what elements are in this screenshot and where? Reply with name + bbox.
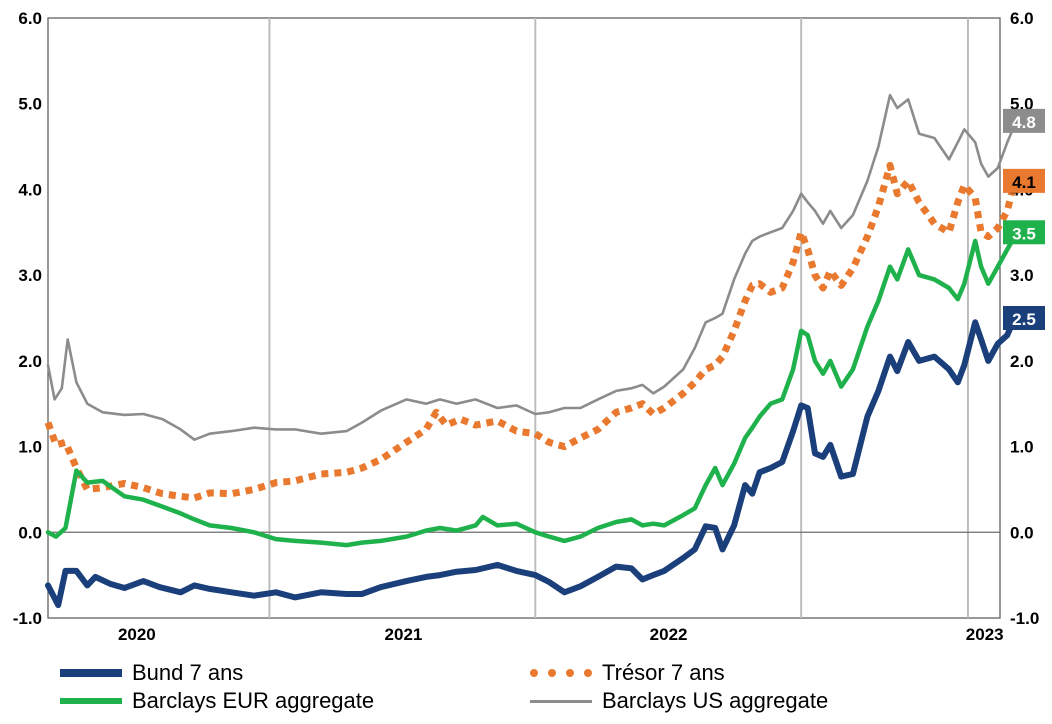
legend: Bund 7 ans Trésor 7 ans Barclays EUR agg… bbox=[0, 650, 1052, 724]
legend-item-us: Barclays US aggregate bbox=[530, 688, 828, 714]
legend-swatch-eur bbox=[60, 698, 122, 704]
end-label-text: 4.1 bbox=[1012, 173, 1036, 192]
y-tick-label-left: -1.0 bbox=[13, 609, 42, 628]
legend-label-eur: Barclays EUR aggregate bbox=[132, 688, 375, 713]
end-label-box bbox=[1003, 306, 1045, 330]
legend-swatch-us bbox=[530, 699, 592, 703]
y-axis-left: 6.0 5.0 4.0 3.0 2.0 1.0 0.0 -1.0 bbox=[13, 9, 42, 628]
y-tick-label-left: 6.0 bbox=[18, 9, 42, 28]
end-label-2: 3.5 bbox=[1003, 220, 1045, 245]
end-label-0: 2.5 bbox=[1003, 306, 1045, 330]
end-label-box bbox=[1003, 168, 1045, 193]
y-tick-label-left: 1.0 bbox=[18, 438, 42, 457]
legend-label-bund: Bund 7 ans bbox=[132, 660, 244, 685]
legend-swatch-bund bbox=[60, 669, 122, 677]
y-tick-label-left: 2.0 bbox=[18, 352, 42, 371]
y-tick-label-right: 3.0 bbox=[1010, 266, 1034, 285]
series-line-1 bbox=[44, 161, 1019, 502]
y-tick-label-left: 4.0 bbox=[18, 180, 42, 199]
plot-border bbox=[47, 17, 1001, 619]
x-axis: 2020 2021 2022 2023 bbox=[118, 625, 1004, 644]
y-tick-label-right: -1.0 bbox=[1010, 609, 1039, 628]
legend-label-tresor: Trésor 7 ans bbox=[602, 660, 725, 685]
y-tick-label-left: 0.0 bbox=[18, 523, 42, 542]
legend-label-us: Barclays US aggregate bbox=[602, 688, 829, 713]
y-tick-label-right: 1.0 bbox=[1010, 438, 1034, 457]
legend-swatch-tresor bbox=[530, 669, 592, 677]
end-label-text: 3.5 bbox=[1012, 224, 1036, 243]
x-tick-label: 2021 bbox=[385, 625, 423, 644]
y-tick-label-right: 0.0 bbox=[1010, 523, 1034, 542]
legend-item-tresor: Trésor 7 ans bbox=[530, 660, 725, 686]
end-label-1: 4.1 bbox=[1003, 168, 1045, 193]
y-tick-label-right: 6.0 bbox=[1010, 9, 1034, 28]
series-lines bbox=[44, 93, 1019, 609]
x-tick-label: 2022 bbox=[650, 625, 688, 644]
legend-item-bund: Bund 7 ans bbox=[60, 660, 243, 686]
end-value-labels: 2.5 4.1 3.5 4.8 bbox=[1003, 108, 1045, 330]
end-label-box bbox=[1003, 108, 1045, 133]
legend-item-eur: Barclays EUR aggregate bbox=[60, 688, 374, 714]
end-label-text: 2.5 bbox=[1012, 310, 1036, 329]
series-line-3 bbox=[46, 93, 1016, 442]
series-line-0 bbox=[45, 315, 1018, 609]
plot-frame bbox=[47, 17, 1001, 619]
y-tick-label-left: 5.0 bbox=[18, 95, 42, 114]
y-tick-label-right: 2.0 bbox=[1010, 352, 1034, 371]
vertical-gridlines bbox=[268, 18, 969, 618]
end-label-3: 4.8 bbox=[1003, 108, 1045, 133]
x-tick-label: 2020 bbox=[118, 625, 156, 644]
series-line-2 bbox=[45, 234, 1017, 548]
y-tick-label-left: 3.0 bbox=[18, 266, 42, 285]
end-label-box bbox=[1003, 220, 1045, 245]
x-tick-label: 2023 bbox=[966, 625, 1004, 644]
end-label-text: 4.8 bbox=[1012, 113, 1036, 132]
line-chart: 6.05.04.03.02.01.00.0-1.0 6.05.04.03.02.… bbox=[13, 9, 1045, 644]
